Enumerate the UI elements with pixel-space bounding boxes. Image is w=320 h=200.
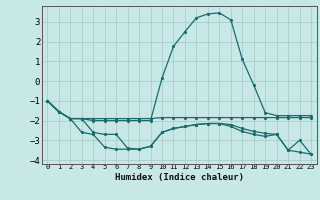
X-axis label: Humidex (Indice chaleur): Humidex (Indice chaleur): [115, 173, 244, 182]
